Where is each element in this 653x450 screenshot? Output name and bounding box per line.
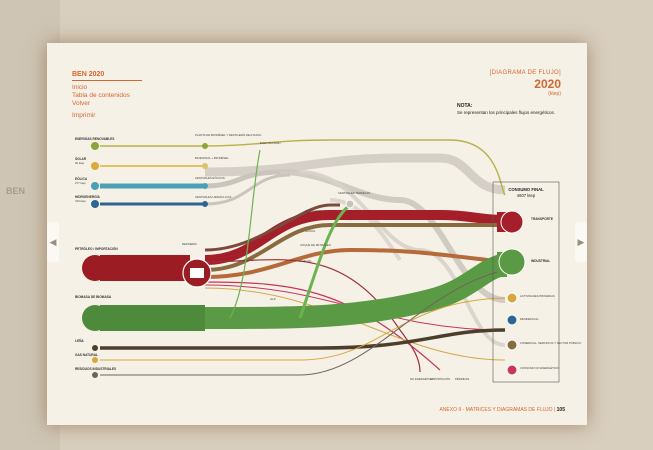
sector-label-non-energy-consumption: CONSUMO NO ENERGÉTICO	[520, 365, 560, 370]
source-value-hydro: 319 ktep	[75, 199, 86, 203]
flow-label-electricity: ELECTRICIDAD	[260, 141, 281, 145]
primary-activities-icon	[506, 292, 518, 304]
residues-icon	[92, 372, 98, 378]
oil-tanker-icon	[82, 255, 108, 281]
flow-electricity-main	[204, 153, 506, 195]
background-logo: BEN	[6, 186, 26, 196]
flow-gasoil	[204, 223, 505, 272]
page-number: 105	[556, 407, 565, 413]
note-text: Se representan los principales flujos en…	[457, 110, 556, 115]
biofuel-plant-icon	[202, 143, 208, 149]
flow-gas-natural	[100, 297, 506, 361]
wind-plant-icon	[202, 183, 208, 189]
next-page-arrow[interactable]: ▶	[575, 222, 587, 262]
flow-label-glp: GLP	[270, 297, 276, 301]
lena-icon	[92, 345, 98, 351]
source-label-lena: LEÑA	[75, 338, 84, 343]
solar-icon	[91, 162, 99, 170]
diagram-year: 2020	[534, 77, 561, 91]
sector-label-residential: RESIDENCIAL	[520, 317, 539, 321]
flow-lena	[100, 328, 506, 350]
final-consumption-value: 4607 ktep	[517, 193, 536, 198]
flow-label-hydro-plants: CENTRALES HIDRÁULICAS	[195, 195, 232, 199]
flow-label-refinery: REFINERÍA	[182, 242, 197, 246]
document-title: BEN 2020	[72, 71, 105, 78]
source-label-gas: GAS NATURAL	[75, 353, 98, 357]
final-consumption-box	[492, 181, 560, 383]
footer-text: ANEXO II - MATRICES Y DIAGRAMAS DE FLUJO	[439, 407, 553, 413]
nav-link-tabla-contenidos[interactable]: Tabla de contenidos	[72, 92, 130, 99]
source-label-residues: RESIDUOS INDUSTRIALES	[75, 367, 116, 371]
sector-label-transport: TRANSPORTE	[531, 217, 553, 221]
refinery-building-icon	[190, 268, 204, 278]
residential-icon	[506, 314, 518, 326]
gas-icon	[92, 357, 98, 363]
sector-label-primary: ACTIVIDADES PRIMARIAS	[520, 294, 555, 298]
flow-residues	[100, 269, 506, 376]
source-label-renewables: ENERGÍAS RENOVABLES	[75, 136, 114, 141]
source-value-solar: 30 ktep	[75, 161, 85, 165]
source-label-biomass: BIOMASA DE BIOMASA	[75, 295, 112, 299]
flow-gasoline-transport	[204, 210, 506, 265]
diagram-label: [DIAGRAMA DE FLUJO]	[489, 70, 561, 76]
final-consumption-title: CONSUMO FINAL	[508, 187, 544, 192]
biomass-icon	[82, 305, 108, 331]
source-label-petroleum: PETRÓLEO / IMPORTACIÓN	[75, 246, 118, 251]
source-label-hydro: HIDROENERGÍA	[75, 194, 100, 199]
sankey-diagram: CONSUMO FINAL 4607 ktep ENERGÍAS RENOVAB…	[75, 132, 582, 383]
flow-fuel-thermal	[204, 203, 340, 252]
flow-electricity-commercial	[299, 170, 506, 347]
prev-page-arrow[interactable]: ◀	[47, 222, 59, 262]
thermal-plant-icon	[345, 199, 355, 209]
chevron-left-icon: ◀	[49, 236, 57, 247]
nav-link-volver[interactable]: Volver	[72, 100, 91, 107]
hydro-icon	[91, 200, 99, 208]
commercial-icon	[506, 339, 518, 351]
industrial-icon	[498, 248, 526, 276]
flow-hydro-to-elec	[204, 173, 291, 206]
flow-label-gasoil: GASOIL	[305, 229, 316, 233]
flow-biomass-industrial	[204, 253, 509, 329]
flow-label-fueloil: FUELOIL	[300, 259, 312, 263]
wind-icon	[91, 182, 99, 190]
document-page	[47, 43, 587, 425]
flow-label-biofuel-plant: PLANTA DE BIODIÉSEL Y DESTILERÍA DE ETAN…	[195, 132, 262, 137]
flow-fueloil	[204, 247, 506, 279]
sector-label-commercial: COMERCIAL, SERVICIOS Y SECTOR PÚBLICO	[520, 340, 582, 345]
diagram-unit: (ktep)	[548, 91, 561, 97]
flow-export	[204, 259, 421, 373]
sector-label-industrial: INDUSTRIAL	[531, 259, 550, 263]
source-label-wind: EÓLICA	[75, 176, 88, 181]
non-energy-icon	[506, 364, 518, 376]
flow-label-losses: PÉRDIDAS	[455, 376, 469, 381]
flow-label-gasoline: GASOLINAS	[305, 209, 321, 213]
flow-wind-to-elec	[204, 169, 281, 189]
flow-glp	[204, 287, 506, 361]
flow-biomass-biofuel	[229, 149, 261, 319]
flow-label-wind-plants: CENTRALES EÓLICAS	[195, 175, 225, 180]
print-link[interactable]: Imprimir	[72, 112, 96, 119]
renewables-icon	[91, 142, 99, 150]
flow-label-biofuels: BIOETANOL + BIODIÉSEL	[195, 155, 229, 160]
flow-label-thermal-plants: CENTRALES TÉRMICAS	[338, 190, 370, 195]
flow-label-non-energy: NO ENERGÉTICO	[410, 376, 434, 381]
note-title: NOTA:	[457, 103, 473, 109]
title-rule	[72, 80, 142, 81]
source-value-wind: 277 ktep	[75, 181, 86, 185]
flow-renewables	[100, 139, 506, 196]
page-footer: ANEXO II - MATRICES Y DIAGRAMAS DE FLUJO…	[439, 407, 565, 413]
transport-icon	[500, 210, 524, 234]
nav-link-inicio[interactable]: Inicio	[72, 84, 88, 91]
flow-label-export: EXPORTACIÓN	[430, 376, 450, 381]
solar-plant-icon	[202, 163, 208, 169]
flow-label-coke: COQUE DE PETRÓLEO	[300, 242, 332, 247]
hydro-plant-icon	[202, 201, 208, 207]
source-label-solar: SOLAR	[75, 157, 87, 161]
flow-biomass-thermal	[298, 203, 351, 319]
chevron-right-icon: ▶	[577, 236, 585, 247]
